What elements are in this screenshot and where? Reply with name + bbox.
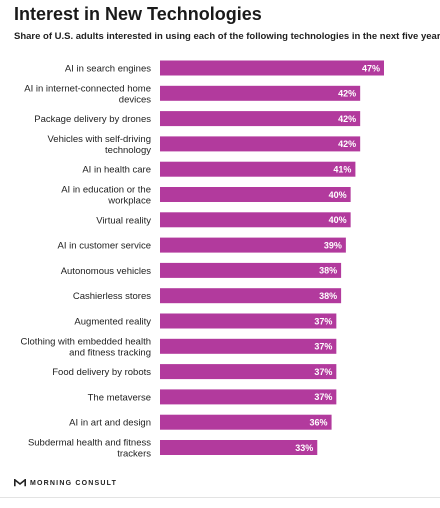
category-label: workplace — [107, 196, 151, 207]
chart-subtitle: Share of U.S. adults interested in using… — [14, 31, 440, 42]
bar — [160, 60, 384, 76]
bar-row: AI in search engines 47% — [65, 60, 384, 76]
bar — [160, 414, 332, 430]
bar — [160, 212, 351, 228]
chart-title: Interest in New Technologies — [14, 4, 262, 24]
bar — [160, 85, 361, 101]
bar — [160, 161, 356, 177]
bar — [160, 111, 361, 127]
bar-row: AI in customer service 39% — [58, 237, 346, 253]
value-label: 38% — [319, 266, 337, 276]
bar-row: Autonomous vehicles 38% — [61, 262, 342, 278]
bar-row: Package delivery by drones 42% — [34, 111, 361, 127]
category-label: Package delivery by drones — [34, 114, 151, 125]
bar-row: AI in health care 41% — [82, 161, 356, 177]
value-label: 42% — [338, 89, 356, 99]
category-label: AI in customer service — [58, 241, 151, 252]
category-label: devices — [119, 94, 151, 105]
category-label: trackers — [117, 449, 151, 460]
category-label: Clothing with embedded health — [21, 336, 151, 347]
category-label: AI in search engines — [65, 64, 151, 75]
category-label: Vehicles with self-driving — [48, 134, 152, 145]
bar — [160, 288, 342, 304]
category-label: The metaverse — [88, 392, 151, 403]
bar-row: AI in art and design 36% — [69, 414, 332, 430]
value-label: 38% — [319, 291, 337, 301]
bar — [160, 313, 337, 329]
category-label: and fitness tracking — [69, 347, 151, 358]
category-label: AI in health care — [82, 165, 151, 176]
bar — [160, 237, 346, 253]
category-label: AI in internet-connected home — [24, 83, 151, 94]
bar — [160, 389, 337, 405]
bar-row: Food delivery by robots 37% — [52, 364, 337, 380]
category-label: Augmented reality — [74, 317, 151, 328]
category-label: Cashierless stores — [73, 291, 151, 302]
bar — [160, 262, 342, 278]
bar-row: Augmented reality 37% — [74, 313, 337, 329]
value-label: 40% — [329, 215, 347, 225]
category-label: Subdermal health and fitness — [28, 438, 151, 449]
category-label: AI in education or the — [61, 185, 151, 196]
morning-consult-logo-icon — [14, 479, 26, 487]
bar-row: Virtual reality 40% — [96, 212, 351, 228]
bar — [160, 136, 361, 152]
bottom-divider — [0, 497, 440, 498]
bar — [160, 187, 351, 202]
category-label: technology — [105, 145, 151, 156]
bar — [160, 338, 337, 354]
bar — [160, 364, 337, 380]
bar — [160, 440, 318, 455]
category-label: Autonomous vehicles — [61, 266, 152, 277]
value-label: 33% — [295, 443, 313, 453]
value-label: 36% — [310, 418, 328, 428]
category-label: AI in art and design — [69, 418, 151, 429]
value-label: 37% — [314, 367, 332, 377]
category-label: Food delivery by robots — [52, 367, 151, 378]
bar-row: Cashierless stores 38% — [73, 288, 342, 304]
value-label: 37% — [314, 342, 332, 352]
source-label: MORNING CONSULT — [30, 479, 118, 487]
value-label: 37% — [314, 316, 332, 326]
value-label: 42% — [338, 114, 356, 124]
value-label: 47% — [362, 63, 380, 73]
value-label: 37% — [314, 392, 332, 402]
value-label: 40% — [329, 190, 347, 200]
bar-row: The metaverse 37% — [88, 389, 337, 405]
value-label: 39% — [324, 240, 342, 250]
value-label: 41% — [333, 165, 351, 175]
bar-chart: AI in search engines 47%AI in internet-co… — [21, 60, 384, 460]
source-footer: MORNING CONSULT — [14, 479, 117, 487]
category-label: Virtual reality — [96, 215, 151, 226]
value-label: 42% — [338, 139, 356, 149]
